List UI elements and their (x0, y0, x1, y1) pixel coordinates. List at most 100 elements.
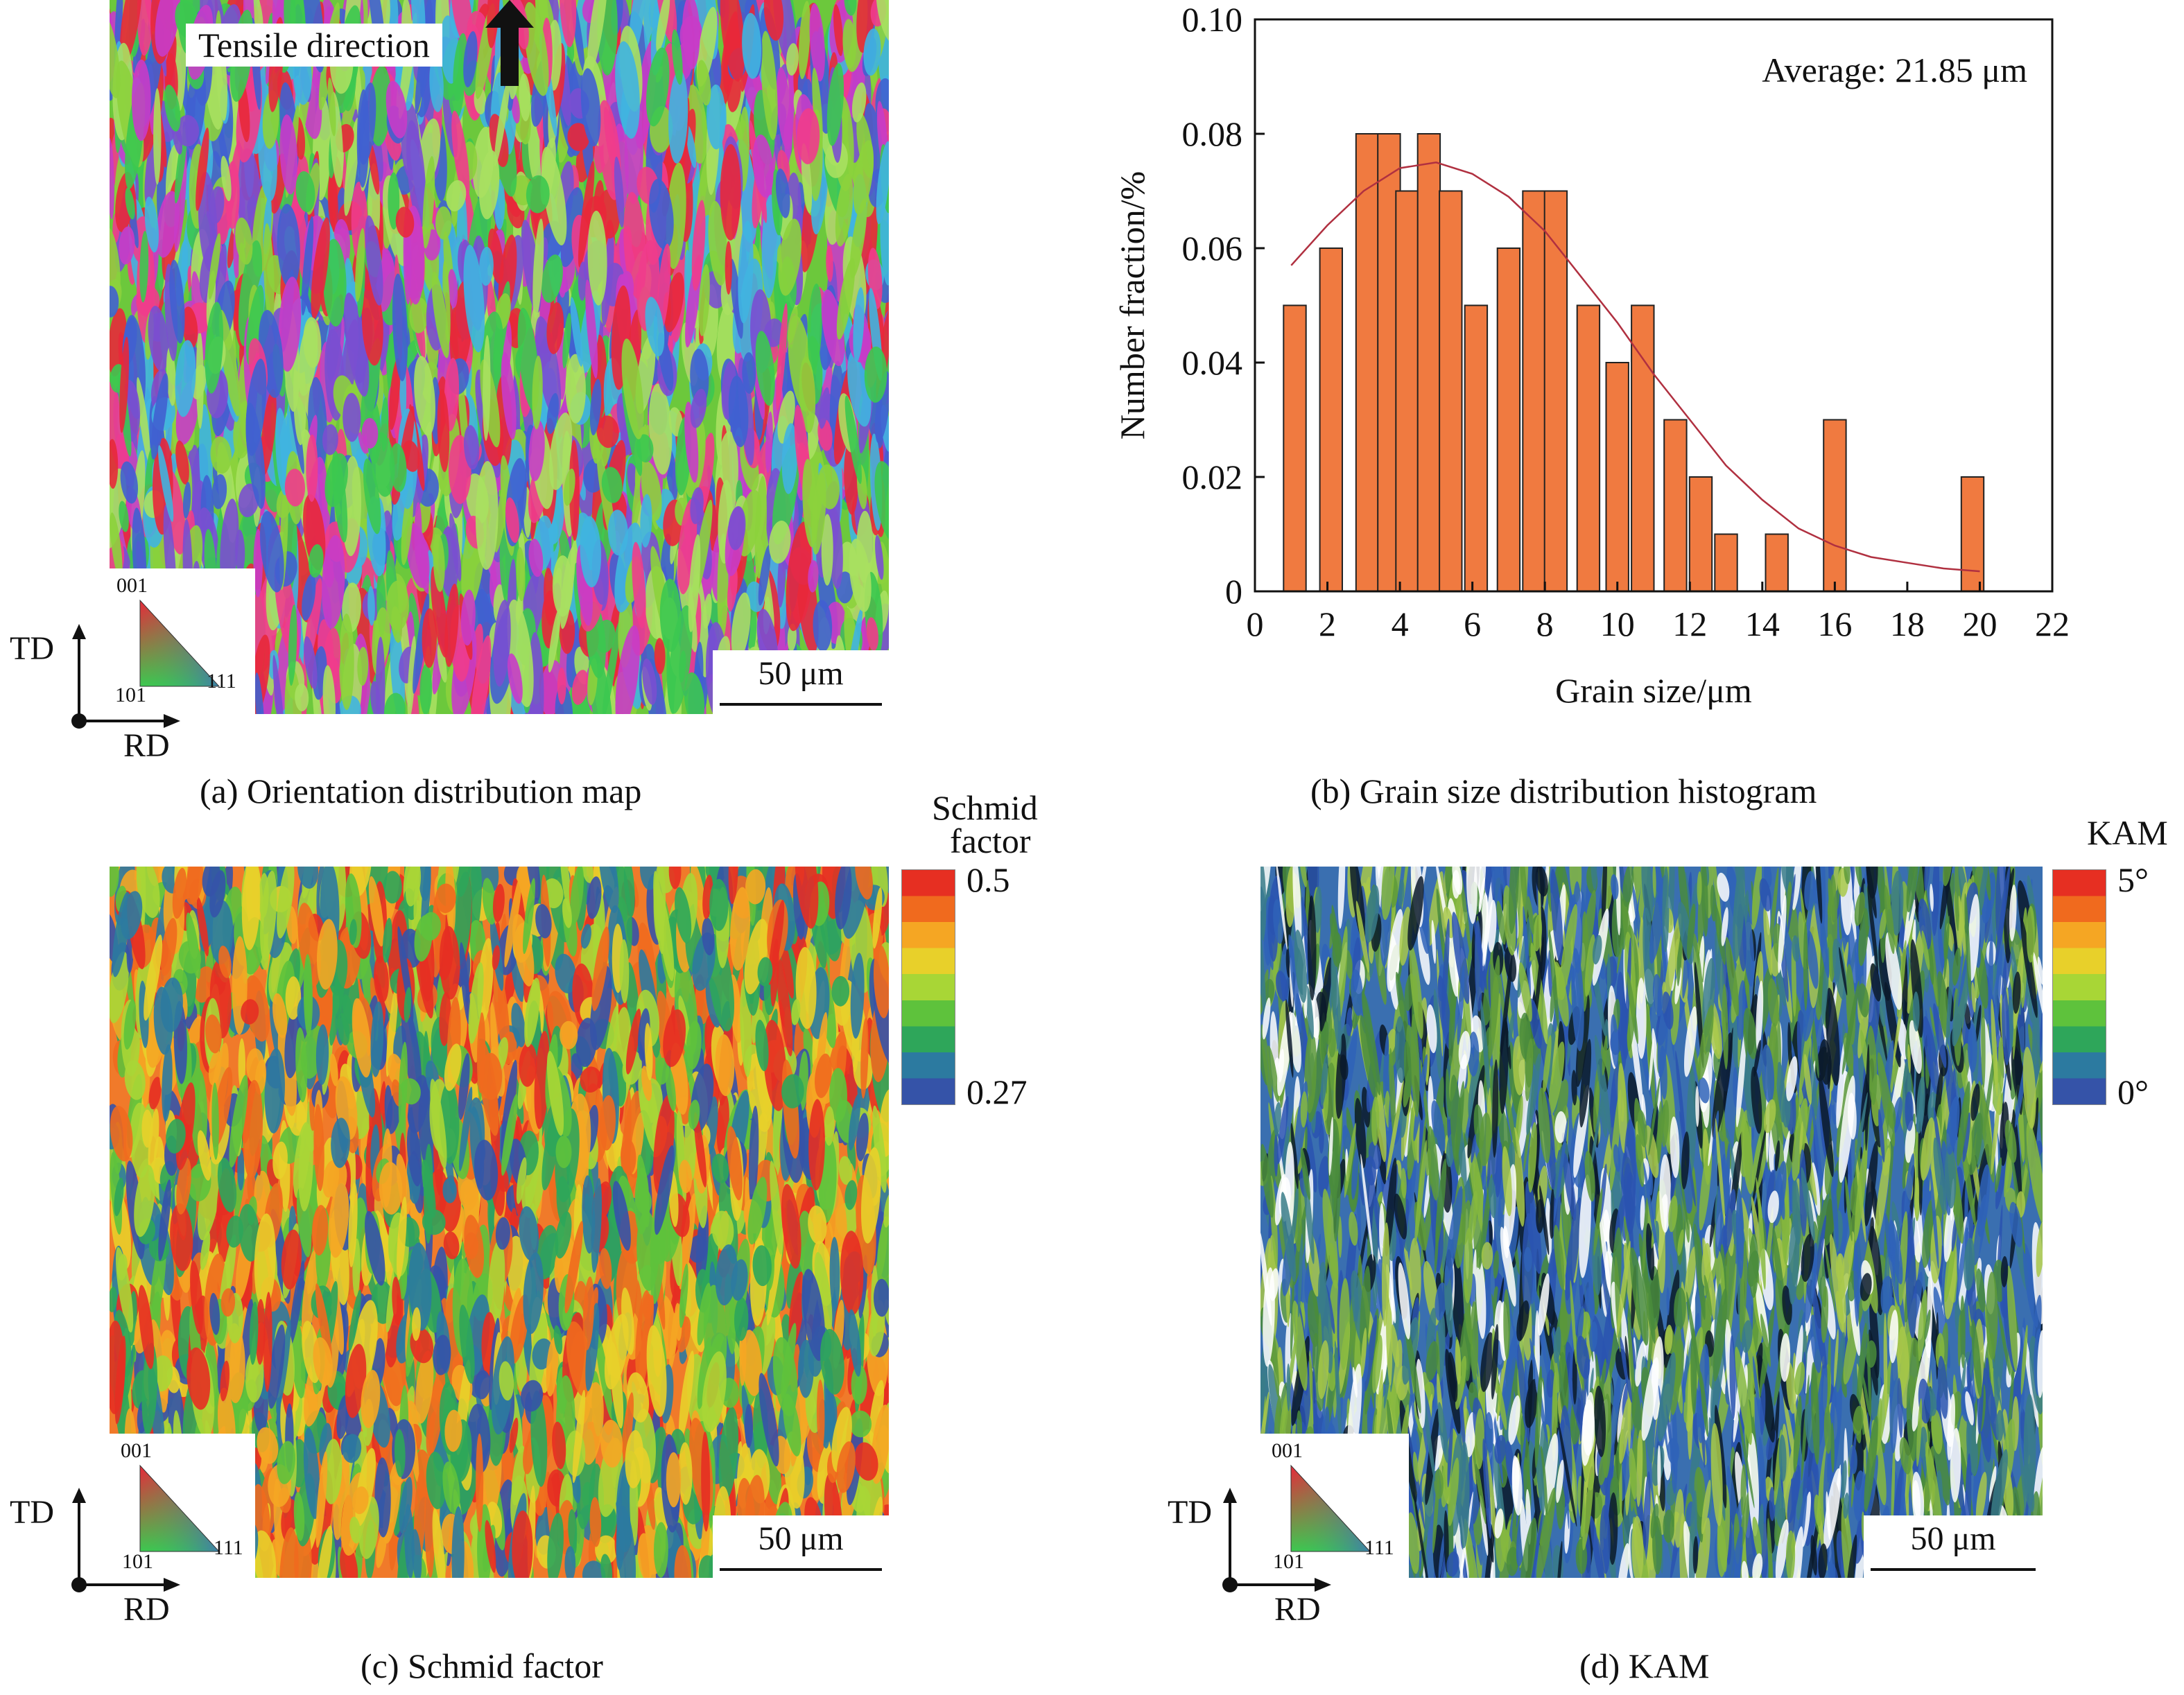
histogram-bar (1765, 533, 1789, 592)
histogram-bar (1714, 533, 1738, 592)
td-rd-axes-a: TD RD (0, 624, 187, 764)
ipf-label-001: 001 (116, 574, 148, 597)
kam-colorbar-title: KAM (2087, 813, 2168, 852)
caption-c: (c) Schmid factor (361, 1646, 603, 1685)
scale-bar-label: 50 μm (758, 655, 844, 692)
orientation-map-cutout (110, 568, 255, 714)
td-rd-axes-c: TD RD (0, 1488, 187, 1628)
kam-colorbar-min: 0° (2117, 1072, 2149, 1111)
histogram-bar (1439, 190, 1463, 592)
ipf-label-101: 101 (115, 684, 146, 706)
histogram-bar (1283, 304, 1307, 592)
x-tick-label: 14 (1745, 605, 1780, 643)
td-label: TD (1168, 1494, 1212, 1531)
grain-size-histogram: 0 2 4 6 8 10 12 14 16 18 20 22 0 0.02 0.04 0.06 0.08 0.10… (1113, 0, 2070, 710)
scale-bar-label: 50 μm (758, 1520, 844, 1557)
histogram-bar (1576, 304, 1601, 592)
rd-label: RD (123, 1591, 170, 1628)
ipf-triangle-icon (1290, 1464, 1371, 1552)
histogram-bar (1605, 362, 1629, 592)
schmid-factor-map-image (110, 867, 889, 1578)
tensile-direction-label: Tensile direction (186, 24, 442, 67)
scale-bar-label: 50 μm (1910, 1520, 1996, 1557)
schmid-colorbar-min: 0.27 (967, 1072, 1028, 1111)
rd-label: RD (123, 727, 170, 764)
axes-arrows-icon (71, 624, 180, 729)
histogram-bar (1960, 476, 1985, 592)
scale-bar-line (720, 1568, 882, 1571)
axes-arrows-icon (1222, 1488, 1331, 1592)
x-tick-label: 10 (1600, 605, 1635, 643)
schmid-colorbar-max: 0.5 (967, 860, 1010, 899)
scale-bar-line (1871, 1568, 2036, 1571)
caption-b: (b) Grain size distribution histogram (1310, 772, 1817, 810)
schmid-map-cutout (110, 1434, 255, 1579)
x-tick-label: 18 (1890, 605, 1925, 643)
x-tick-label: 0 (1247, 605, 1264, 643)
ipf-label-101: 101 (122, 1550, 153, 1573)
y-axis-label: Number fraction/% (1113, 171, 1152, 440)
caption-d: (d) KAM (1579, 1646, 1710, 1685)
scale-bar-d: 50 μm (1864, 1515, 2043, 1579)
histogram-bar (1688, 476, 1713, 592)
y-tick-label: 0 (1225, 572, 1242, 611)
axes-arrows-icon (71, 1488, 180, 1592)
x-tick-label: 8 (1536, 605, 1554, 643)
x-tick-label: 20 (1962, 605, 1997, 643)
rd-label: RD (1274, 1591, 1321, 1628)
histogram-bar (1522, 190, 1546, 592)
histogram-bar (1355, 133, 1380, 592)
td-label: TD (10, 1494, 54, 1531)
kam-map-cutout (1260, 1434, 1409, 1579)
y-tick-label: 0.06 (1182, 229, 1243, 268)
schmid-colorbar (901, 869, 955, 1105)
scale-bar-a: 50 μm (713, 650, 889, 714)
ipf-label-111: 111 (207, 670, 236, 693)
histogram-bar (1496, 247, 1521, 592)
ipf-label-101: 101 (1273, 1550, 1304, 1573)
tensile-direction-arrow-icon (485, 0, 534, 86)
ipf-label-001: 001 (1272, 1439, 1303, 1462)
x-tick-label: 22 (2035, 605, 2070, 643)
ipf-label-001: 001 (121, 1439, 152, 1462)
histogram-bar (1631, 304, 1655, 592)
kam-colorbar (2052, 869, 2106, 1105)
ipf-label-111: 111 (214, 1536, 243, 1559)
ipf-triangle-icon (139, 599, 220, 687)
schmid-factor-map (110, 867, 889, 1578)
kam-colorbar-max: 5° (2117, 860, 2149, 899)
histogram-bar (1663, 419, 1688, 592)
ipf-label-111: 111 (1364, 1536, 1394, 1559)
orientation-map (110, 0, 889, 714)
x-tick-label: 4 (1392, 605, 1409, 643)
schmid-colorbar-title-2: factor (950, 822, 1031, 860)
histogram-bar (1319, 247, 1344, 592)
x-tick-label: 2 (1319, 605, 1336, 643)
fit-curve (1290, 162, 1980, 573)
histogram-bar (1543, 190, 1568, 592)
ipf-triangle-icon (139, 1464, 220, 1552)
x-axis-label: Grain size/μm (1555, 671, 1752, 710)
orientation-map-image (110, 0, 889, 714)
td-label: TD (10, 630, 54, 667)
schmid-colorbar-title-1: Schmid (932, 788, 1038, 827)
histogram-bar (1416, 133, 1441, 592)
y-tick-label: 0.02 (1182, 458, 1243, 496)
x-tick-label: 12 (1672, 605, 1707, 643)
x-tick-label: 6 (1464, 605, 1481, 643)
average-annotation: Average: 21.85 μm (1762, 51, 2027, 89)
plot-frame (1254, 18, 2054, 593)
ipf-legend-a: 001 101 111 (111, 574, 257, 713)
scale-bar-c: 50 μm (713, 1515, 889, 1579)
histogram-bar (1823, 419, 1847, 592)
scale-bar-line (720, 703, 882, 706)
td-rd-axes-d: TD RD (1151, 1488, 1338, 1628)
histogram-bar (1464, 304, 1489, 592)
y-tick-label: 0.08 (1182, 114, 1243, 153)
y-tick-label: 0.10 (1182, 0, 1243, 39)
y-tick-label: 0.04 (1182, 343, 1243, 382)
caption-a: (a) Orientation distribution map (200, 772, 642, 810)
x-tick-label: 16 (1817, 605, 1852, 643)
ipf-legend-c: 001 101 111 (111, 1439, 257, 1578)
ipf-legend-d: 001 101 111 (1262, 1439, 1407, 1578)
